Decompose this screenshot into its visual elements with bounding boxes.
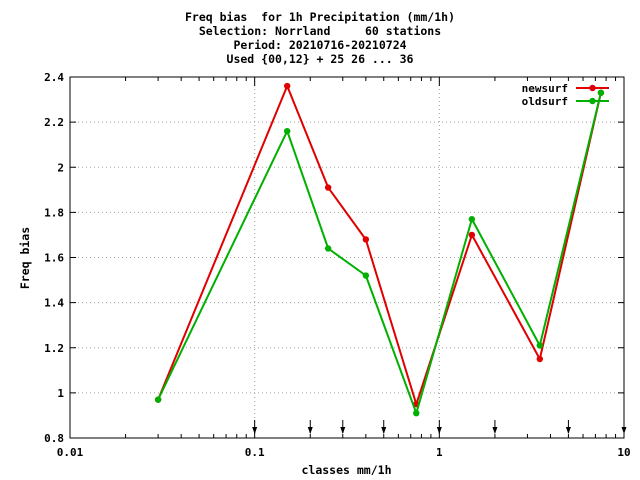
legend-entry-newsurf: newsurf xyxy=(522,82,609,95)
class-boundary-arrow xyxy=(565,427,571,434)
series-newsurf xyxy=(154,82,605,408)
series-layer xyxy=(154,82,605,417)
data-point-oldsurf xyxy=(413,409,420,417)
data-point-oldsurf xyxy=(154,396,162,403)
legend-entry-oldsurf: oldsurf xyxy=(522,95,609,108)
data-point-oldsurf xyxy=(597,89,605,96)
data-point-oldsurf xyxy=(468,215,476,223)
class-boundary-arrow xyxy=(307,427,313,434)
data-point-newsurf xyxy=(536,355,544,363)
chart-title: Freq bias for 1h Precipitation (mm/1h) xyxy=(184,10,456,24)
data-point-oldsurf xyxy=(324,245,332,252)
data-point-oldsurf xyxy=(362,272,370,279)
data-point-oldsurf xyxy=(283,127,291,135)
legend-marker-newsurf xyxy=(589,84,596,92)
y-tick-label: 1.6 xyxy=(44,252,64,265)
x-axis-label: classes mm/1h xyxy=(301,463,392,477)
y-tick-label: 1.8 xyxy=(44,206,64,219)
class-boundary-arrow xyxy=(492,427,498,434)
y-tick-label: 1 xyxy=(57,387,64,400)
class-boundary-arrow xyxy=(381,427,387,434)
y-tick-label: 1.4 xyxy=(44,297,64,310)
x-tick-label: 10 xyxy=(617,446,630,459)
y-tick-label: 0.8 xyxy=(44,432,64,445)
data-point-oldsurf xyxy=(536,342,544,349)
legend-label-newsurf: newsurf xyxy=(522,82,568,95)
data-point-newsurf xyxy=(362,236,370,243)
grid xyxy=(70,77,624,438)
series-line-newsurf xyxy=(157,85,602,406)
data-point-newsurf xyxy=(468,231,476,239)
x-tick-label: 0.1 xyxy=(245,446,265,459)
y-tick-label: 2 xyxy=(57,161,64,174)
x-tick-label: 1 xyxy=(436,446,443,459)
axis-ticks: 0.8 1 1.2 1.4 1.6 1.8 2 2.2 2.4 0.01 0.1 1 10 xyxy=(44,71,631,459)
class-boundary-marker xyxy=(307,420,313,434)
series-line-oldsurf xyxy=(157,92,602,415)
y-tick-label: 1.2 xyxy=(44,342,64,355)
data-point-newsurf xyxy=(283,82,291,90)
class-boundary-marker xyxy=(340,420,346,434)
chart-subtitle-selection: Selection: Norrland 60 stations xyxy=(198,24,442,38)
chart-subtitle-period: Period: 20210716-20210724 xyxy=(233,38,407,52)
legend-marker-oldsurf xyxy=(589,97,596,105)
class-boundary-marker xyxy=(492,420,498,434)
y-tick-label: 2.4 xyxy=(44,71,64,84)
series-oldsurf xyxy=(154,89,605,417)
legend-label-oldsurf: oldsurf xyxy=(522,95,568,108)
x-tick-label: 0.01 xyxy=(57,446,84,459)
class-boundary-marker xyxy=(381,420,387,434)
y-tick-label: 2.2 xyxy=(44,116,64,129)
class-boundary-marker xyxy=(565,420,571,434)
data-point-newsurf xyxy=(324,184,332,191)
y-axis-label: Freq bias xyxy=(18,226,32,290)
chart-subtitle-used: Used {00,12} + 25 26 ... 36 xyxy=(226,52,414,66)
class-boundary-arrow xyxy=(340,427,346,434)
